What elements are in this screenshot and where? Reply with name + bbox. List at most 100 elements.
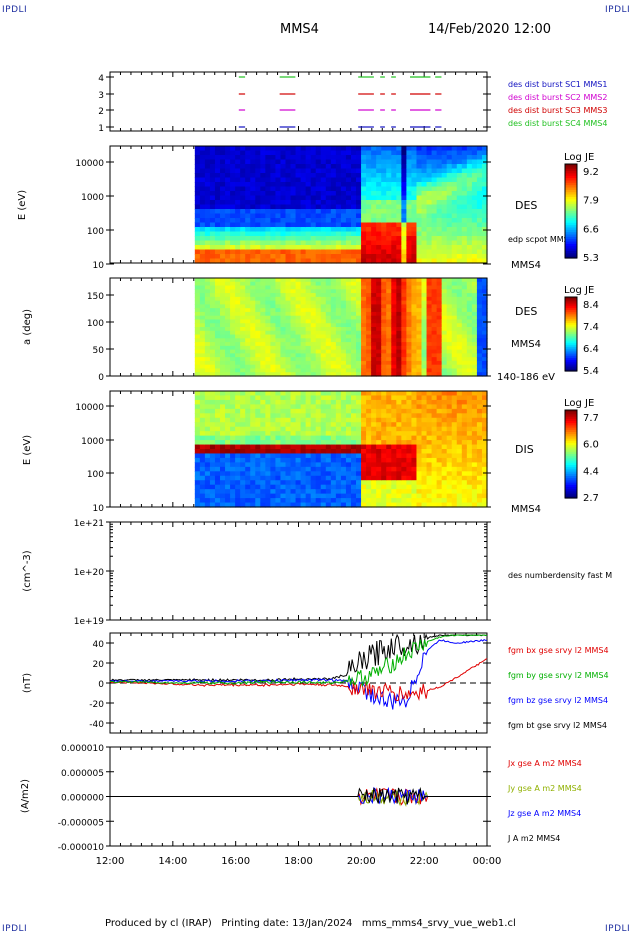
- heatmap-cell: [320, 308, 327, 313]
- heatmap-cell: [220, 364, 226, 370]
- heatmap-cell: [406, 489, 413, 495]
- heatmap-cell: [411, 159, 418, 165]
- heatmap-cell: [421, 466, 428, 472]
- heatmap-cell: [345, 395, 352, 401]
- heatmap-cell: [391, 395, 397, 401]
- heatmap-cell: [466, 330, 473, 336]
- heatmap-cell: [451, 191, 458, 197]
- heatmap-cell: [471, 236, 478, 242]
- heatmap-cell: [305, 364, 312, 370]
- heatmap-cell: [431, 462, 438, 468]
- heatmap-cell: [270, 368, 277, 373]
- heatmap-cell: [310, 155, 317, 161]
- heatmap-cell: [386, 304, 392, 309]
- heatmap-cell: [376, 413, 382, 419]
- heatmap-cell: [466, 422, 473, 428]
- heatmap-cell: [265, 186, 271, 192]
- heatmap-cell: [426, 285, 433, 290]
- heatmap-cell: [456, 293, 463, 298]
- heatmap-cell: [209, 440, 216, 446]
- heatmap-cell: [204, 444, 211, 450]
- heatmap-cell: [406, 338, 413, 343]
- heatmap-cell: [461, 311, 468, 317]
- heatmap-cell: [285, 186, 292, 192]
- heatmap-cell: [255, 155, 261, 161]
- heatmap-cell: [260, 304, 266, 309]
- heatmap-cell: [255, 480, 261, 486]
- heatmap-cell: [270, 444, 277, 450]
- heatmap-cell: [260, 289, 266, 294]
- heatmap-cell: [406, 293, 413, 298]
- heatmap-cell: [401, 471, 407, 477]
- heatmap-cell: [345, 173, 352, 179]
- heatmap-cell: [476, 285, 483, 290]
- heatmap-cell: [371, 327, 377, 332]
- heatmap-cell: [456, 330, 463, 336]
- heatmap-cell: [350, 440, 357, 446]
- heatmap-cell: [456, 466, 463, 472]
- heatmap-cell: [320, 204, 327, 210]
- heatmap-cell: [356, 440, 362, 446]
- heatmap-cell: [204, 471, 211, 477]
- heatmap-cell: [396, 323, 402, 328]
- heatmap-cell: [466, 462, 473, 468]
- heatmap-cell: [391, 278, 397, 283]
- des-energy-colorbar-tick: 6.6: [583, 224, 599, 235]
- heatmap-cell: [371, 164, 377, 170]
- heatmap-cell: [401, 281, 407, 287]
- heatmap-cell: [461, 236, 468, 242]
- heatmap-cell: [461, 231, 468, 237]
- heatmap-cell: [381, 186, 387, 192]
- heatmap-cell: [456, 408, 463, 414]
- heatmap-cell: [300, 349, 307, 354]
- heatmap-cell: [330, 289, 337, 294]
- heatmap-cell: [315, 330, 322, 336]
- heatmap-cell: [441, 278, 448, 283]
- heatmap-cell: [255, 413, 261, 419]
- heatmap-cell: [255, 431, 261, 437]
- heatmap-cell: [305, 334, 312, 339]
- heatmap-cell: [456, 353, 463, 358]
- heatmap-cell: [371, 177, 377, 183]
- heatmap-cell: [376, 480, 382, 486]
- heatmap-cell: [436, 164, 443, 170]
- heatmap-cell: [446, 330, 453, 336]
- heatmap-cell: [466, 498, 473, 504]
- heatmap-cell: [350, 213, 357, 219]
- heatmap-cell: [411, 319, 418, 324]
- heatmap-cell: [340, 368, 347, 373]
- heatmap-cell: [481, 285, 488, 290]
- des-pitch-label: DES: [515, 305, 537, 318]
- heatmap-cell: [456, 399, 463, 405]
- heatmap-cell: [381, 493, 387, 499]
- heatmap-cell: [245, 426, 251, 432]
- heatmap-cell: [320, 182, 327, 188]
- heatmap-cell: [340, 319, 347, 324]
- heatmap-cell: [305, 281, 312, 287]
- heatmap-cell: [456, 213, 463, 219]
- heatmap-cell: [315, 471, 322, 477]
- heatmap-cell: [466, 357, 473, 362]
- heatmap-cell: [451, 342, 458, 347]
- heatmap-cell: [356, 357, 362, 362]
- heatmap-cell: [401, 422, 407, 428]
- des-pitch-colorbar-cell: [565, 308, 577, 311]
- des-energy-colorbar-cell: [565, 194, 577, 198]
- heatmap-cell: [401, 457, 407, 463]
- heatmap-cell: [230, 330, 236, 336]
- heatmap-cell: [325, 258, 332, 264]
- heatmap-cell: [366, 413, 372, 419]
- heatmap-cell: [436, 159, 443, 165]
- heatmap-cell: [406, 431, 413, 437]
- heatmap-cell: [366, 182, 372, 188]
- heatmap-cell: [325, 345, 332, 351]
- des-pitch-colorbar-cell: [565, 363, 577, 367]
- heatmap-cell: [421, 471, 428, 477]
- heatmap-cell: [401, 435, 407, 441]
- heatmap-cell: [345, 357, 352, 362]
- heatmap-cell: [381, 342, 387, 347]
- heatmap-cell: [275, 345, 282, 351]
- heatmap-cell: [300, 399, 307, 405]
- heatmap-cell: [371, 440, 377, 446]
- heatmap-cell: [275, 399, 282, 405]
